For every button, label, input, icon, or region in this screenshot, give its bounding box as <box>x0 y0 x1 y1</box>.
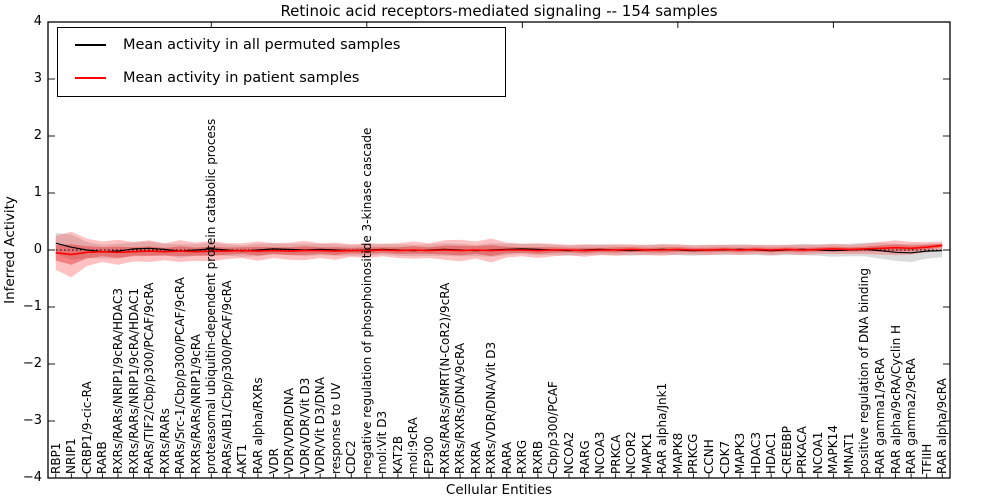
x-tick-label: NCOA2 <box>561 431 576 474</box>
x-tick-label: MAPK14 <box>826 425 841 474</box>
x-tick-label: AKT1 <box>235 443 250 474</box>
x-tick-label: RXRG <box>515 439 530 474</box>
x-tick-label: NCOA1 <box>810 431 825 474</box>
x-tick-label: MNAT1 <box>841 432 856 474</box>
legend-label-permuted: Mean activity in all permuted samples <box>123 36 401 53</box>
x-axis-label: Cellular Entities <box>445 482 553 498</box>
x-tick-label: RAR alpha/RXRs <box>250 377 265 474</box>
x-tick-label: RARs/TIF2/Cbp/p300/PCAF/9cRA <box>142 282 157 474</box>
x-tick-label: RXRs/RXRs/DNA/9cRA <box>453 342 468 474</box>
x-tick-label: CDK7 <box>717 440 732 474</box>
x-tick-label: RAR alpha/Jnk1 <box>655 382 670 474</box>
x-tick-label: RARs/AIB1/Cbp/p300/PCAF/9cRA <box>219 280 234 474</box>
y-tick-label: 4 <box>33 14 42 29</box>
x-tick-label: RXRs/RARs/NRIP1/9cRA/HDAC1 <box>126 287 141 474</box>
x-tick-label: positive regulation of DNA binding <box>857 268 872 474</box>
x-tick-label: CRBP1/9-cic-RA <box>79 381 94 474</box>
x-tick-label: CCNH <box>701 439 716 474</box>
series-line <box>55 244 943 256</box>
x-tick-label: Cbp/p300/PCAF <box>546 381 561 474</box>
x-tick-label: MAPK3 <box>733 432 748 474</box>
legend-line-sample-black <box>75 43 106 46</box>
x-tick-label: RXRs/RARs/NRIP1/9cRA <box>188 334 203 474</box>
x-tick-label: HDAC3 <box>748 431 763 474</box>
x-tick-label: MAPK1 <box>639 432 654 474</box>
x-tick-label: RXRB <box>530 440 545 474</box>
x-tick-label: MAPK8 <box>670 432 685 474</box>
legend-label-patient: Mean activity in patient samples <box>123 69 360 86</box>
x-tick-label: RAR gamma2/9cRA <box>904 358 919 474</box>
x-tick-label: RARs/Src-1/Cbp/p300/PCAF/9cRA <box>173 277 188 474</box>
y-tick-label: −4 <box>22 470 42 485</box>
legend-line-sample-red <box>75 76 106 79</box>
x-tick-label: RARG <box>577 440 592 474</box>
x-tick-label: NCOR2 <box>624 431 639 474</box>
x-tick-label: TFIIH <box>919 443 934 474</box>
x-tick-label: HDAC1 <box>764 431 779 474</box>
x-tick-label: RXRA <box>468 441 483 474</box>
y-tick-label: −1 <box>22 299 42 314</box>
x-tick-label: RAR gamma1/9cRA <box>873 358 888 474</box>
x-tick-label: VDR <box>266 448 281 474</box>
x-tick-label: negative regulation of phosphoinositide … <box>359 127 374 474</box>
x-tick-label: RXRs/RARs <box>157 408 172 474</box>
x-tick-label: PRKACA <box>795 426 810 474</box>
x-tick-label: NCOA3 <box>593 431 608 474</box>
x-tick-label: RBP1 <box>48 442 63 474</box>
y-tick-label: 2 <box>33 128 42 143</box>
x-tick-label: RAR alpha/9cRA/Cyclin H <box>888 324 903 474</box>
chart-title: Retinoic acid receptors-mediated signali… <box>280 2 718 20</box>
x-tick-label: RARB <box>95 441 110 474</box>
x-tick-label: VDR/VDR/DNA <box>282 387 297 474</box>
legend: Mean activity in all permuted samples Me… <box>57 27 506 97</box>
legend-item-permuted: Mean activity in all permuted samples <box>58 28 505 61</box>
x-tick-label: response to UV <box>328 382 343 474</box>
band <box>55 232 943 262</box>
band <box>55 231 943 278</box>
x-tick-label: KAT2B <box>390 435 405 474</box>
y-tick-label: 1 <box>33 185 42 200</box>
y-tick-label: −3 <box>22 413 42 428</box>
x-tick-label: EP300 <box>422 436 437 474</box>
x-tick-label: PRKCA <box>608 434 623 474</box>
x-tick-label: RXRs/VDR/DNA/Vit D3 <box>484 341 499 474</box>
legend-item-patient: Mean activity in patient samples <box>58 61 505 94</box>
x-tick-label: VDR/VDR/Vit D3 <box>297 377 312 474</box>
x-tick-label: NRIP1 <box>64 438 79 474</box>
x-tick-label: RAR alpha/9cRA <box>935 378 950 474</box>
y-tick-label: 3 <box>33 71 42 86</box>
x-tick-label: VDR/Vit D3/DNA <box>313 377 328 474</box>
y-tick-label: −2 <box>22 356 42 371</box>
x-tick-label: CREBBP <box>779 426 794 474</box>
x-tick-label: RARA <box>499 441 514 474</box>
x-tick-label: RXRs/RARs/NRIP1/9cRA/HDAC3 <box>110 287 125 474</box>
y-tick-label: 0 <box>33 242 42 257</box>
x-tick-label: PRKCG <box>686 433 701 474</box>
x-tick-label: mol:9cRA <box>406 417 421 474</box>
x-tick-label: CDC2 <box>344 440 359 474</box>
x-tick-label: RXRs/RARs/SMRT(N-CoR2)/9cRA <box>437 282 452 474</box>
x-tick-label: mol:Vit D3 <box>375 410 390 474</box>
x-tick-label: proteasomal ubiquitin-dependent protein … <box>204 118 219 474</box>
